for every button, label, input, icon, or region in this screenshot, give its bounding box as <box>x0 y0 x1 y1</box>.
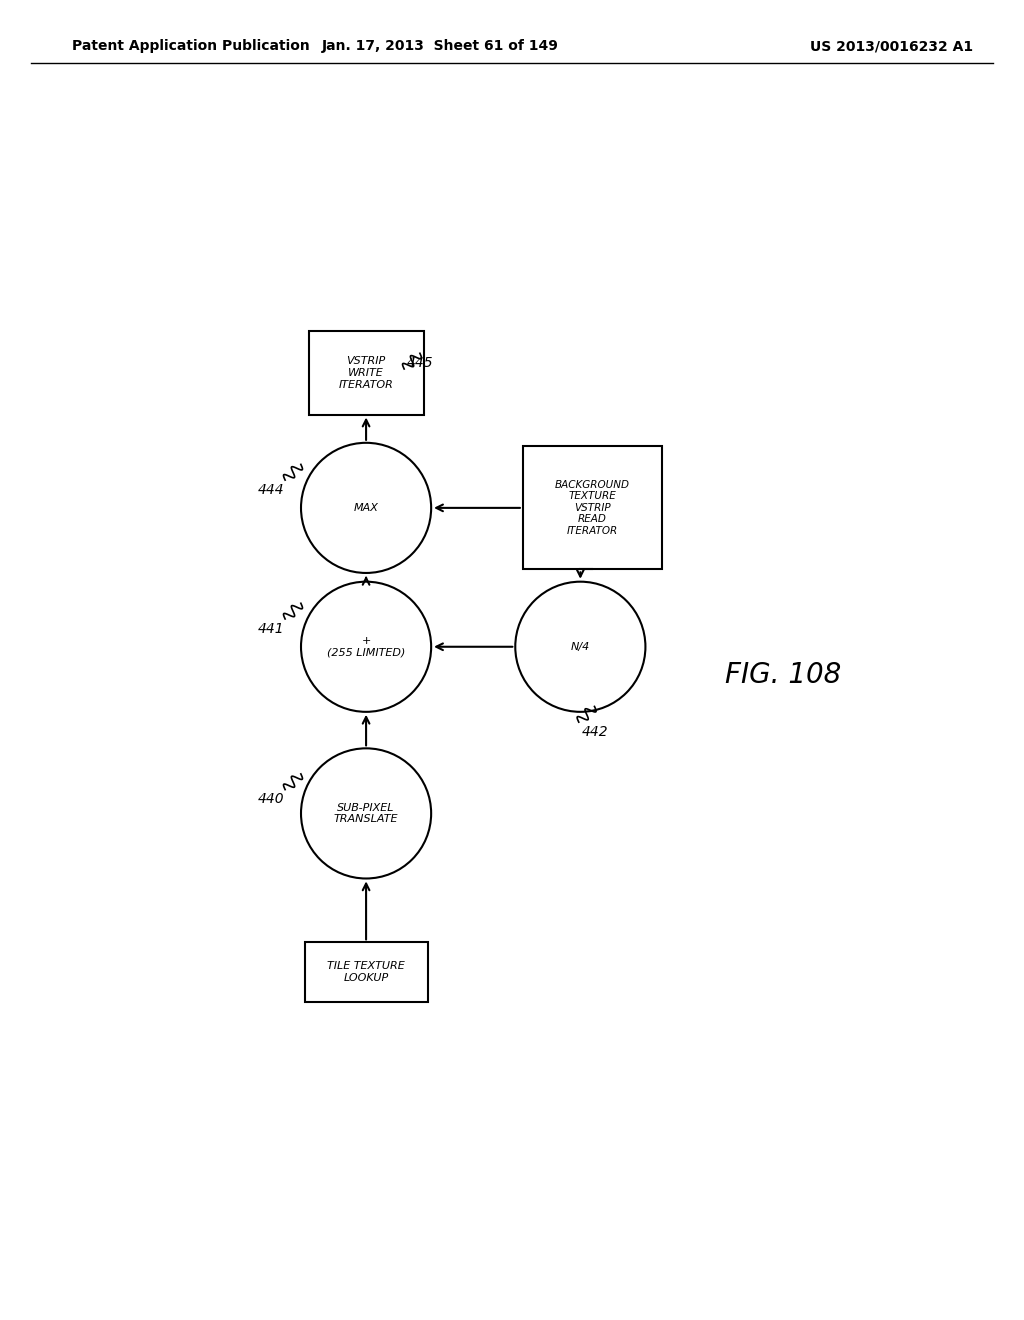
Text: N/4: N/4 <box>570 642 590 652</box>
Text: US 2013/0016232 A1: US 2013/0016232 A1 <box>810 40 973 53</box>
Text: 442: 442 <box>582 725 608 739</box>
Text: Jan. 17, 2013  Sheet 61 of 149: Jan. 17, 2013 Sheet 61 of 149 <box>322 40 559 53</box>
Text: 441: 441 <box>257 622 285 635</box>
Bar <box>304 942 428 1002</box>
Bar <box>523 446 662 569</box>
Text: MAX: MAX <box>353 503 379 513</box>
Text: BACKGROUND
TEXTURE
VSTRIP
READ
ITERATOR: BACKGROUND TEXTURE VSTRIP READ ITERATOR <box>555 479 630 536</box>
Text: 445: 445 <box>407 356 433 371</box>
Text: 444: 444 <box>257 483 285 496</box>
Text: Patent Application Publication: Patent Application Publication <box>72 40 309 53</box>
Bar <box>308 331 424 414</box>
Text: VSTRIP
WRITE
ITERATOR: VSTRIP WRITE ITERATOR <box>339 356 393 389</box>
Text: +
(255 LIMITED): + (255 LIMITED) <box>327 636 406 657</box>
Text: SUB-PIXEL
TRANSLATE: SUB-PIXEL TRANSLATE <box>334 803 398 824</box>
Text: 440: 440 <box>257 792 285 807</box>
Text: TILE TEXTURE
LOOKUP: TILE TEXTURE LOOKUP <box>328 961 404 983</box>
Text: FIG. 108: FIG. 108 <box>725 660 841 689</box>
